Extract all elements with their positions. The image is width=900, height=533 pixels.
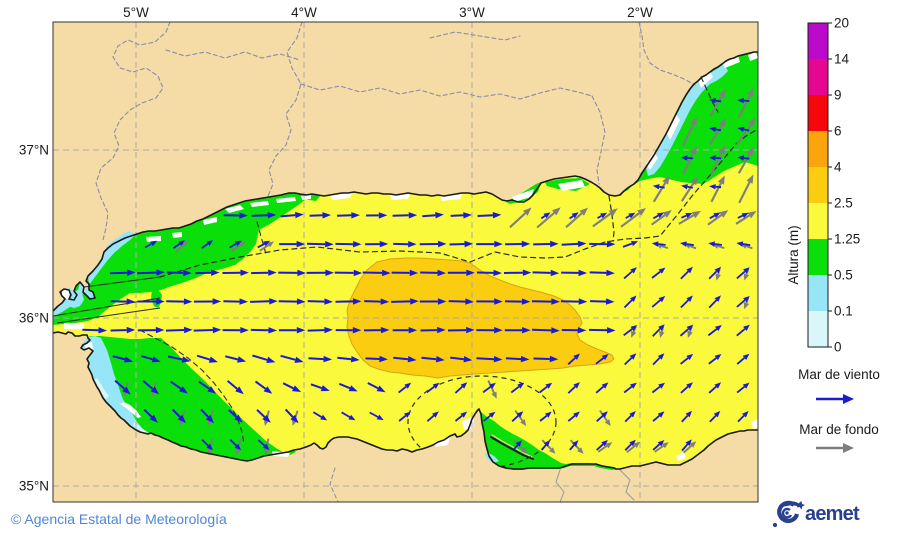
svg-text:2.5: 2.5 (834, 196, 853, 211)
svg-text:14: 14 (834, 52, 850, 67)
svg-text:0.1: 0.1 (834, 304, 853, 319)
svg-text:5°W: 5°W (123, 5, 149, 20)
svg-text:Mar de fondo: Mar de fondo (799, 422, 879, 437)
svg-text:Mar de viento: Mar de viento (798, 367, 880, 382)
svg-text:36°N: 36°N (19, 311, 49, 326)
svg-text:0: 0 (834, 340, 842, 355)
svg-text:© Agencia Estatal de Meteorolo: © Agencia Estatal de Meteorología (11, 511, 227, 527)
svg-text:37°N: 37°N (19, 143, 49, 158)
svg-text:4°W: 4°W (291, 5, 317, 20)
svg-text:4: 4 (834, 160, 842, 175)
svg-text:0.5: 0.5 (834, 268, 853, 283)
svg-text:Altura (m): Altura (m) (786, 225, 801, 284)
svg-text:20: 20 (834, 16, 849, 31)
svg-text:1.25: 1.25 (834, 232, 860, 247)
svg-text:35°N: 35°N (19, 479, 49, 494)
svg-text:9: 9 (834, 88, 842, 103)
svg-text:3°W: 3°W (459, 5, 485, 20)
svg-text:aemet: aemet (805, 503, 860, 525)
svg-text:6: 6 (834, 124, 842, 139)
svg-text:2°W: 2°W (627, 5, 653, 20)
